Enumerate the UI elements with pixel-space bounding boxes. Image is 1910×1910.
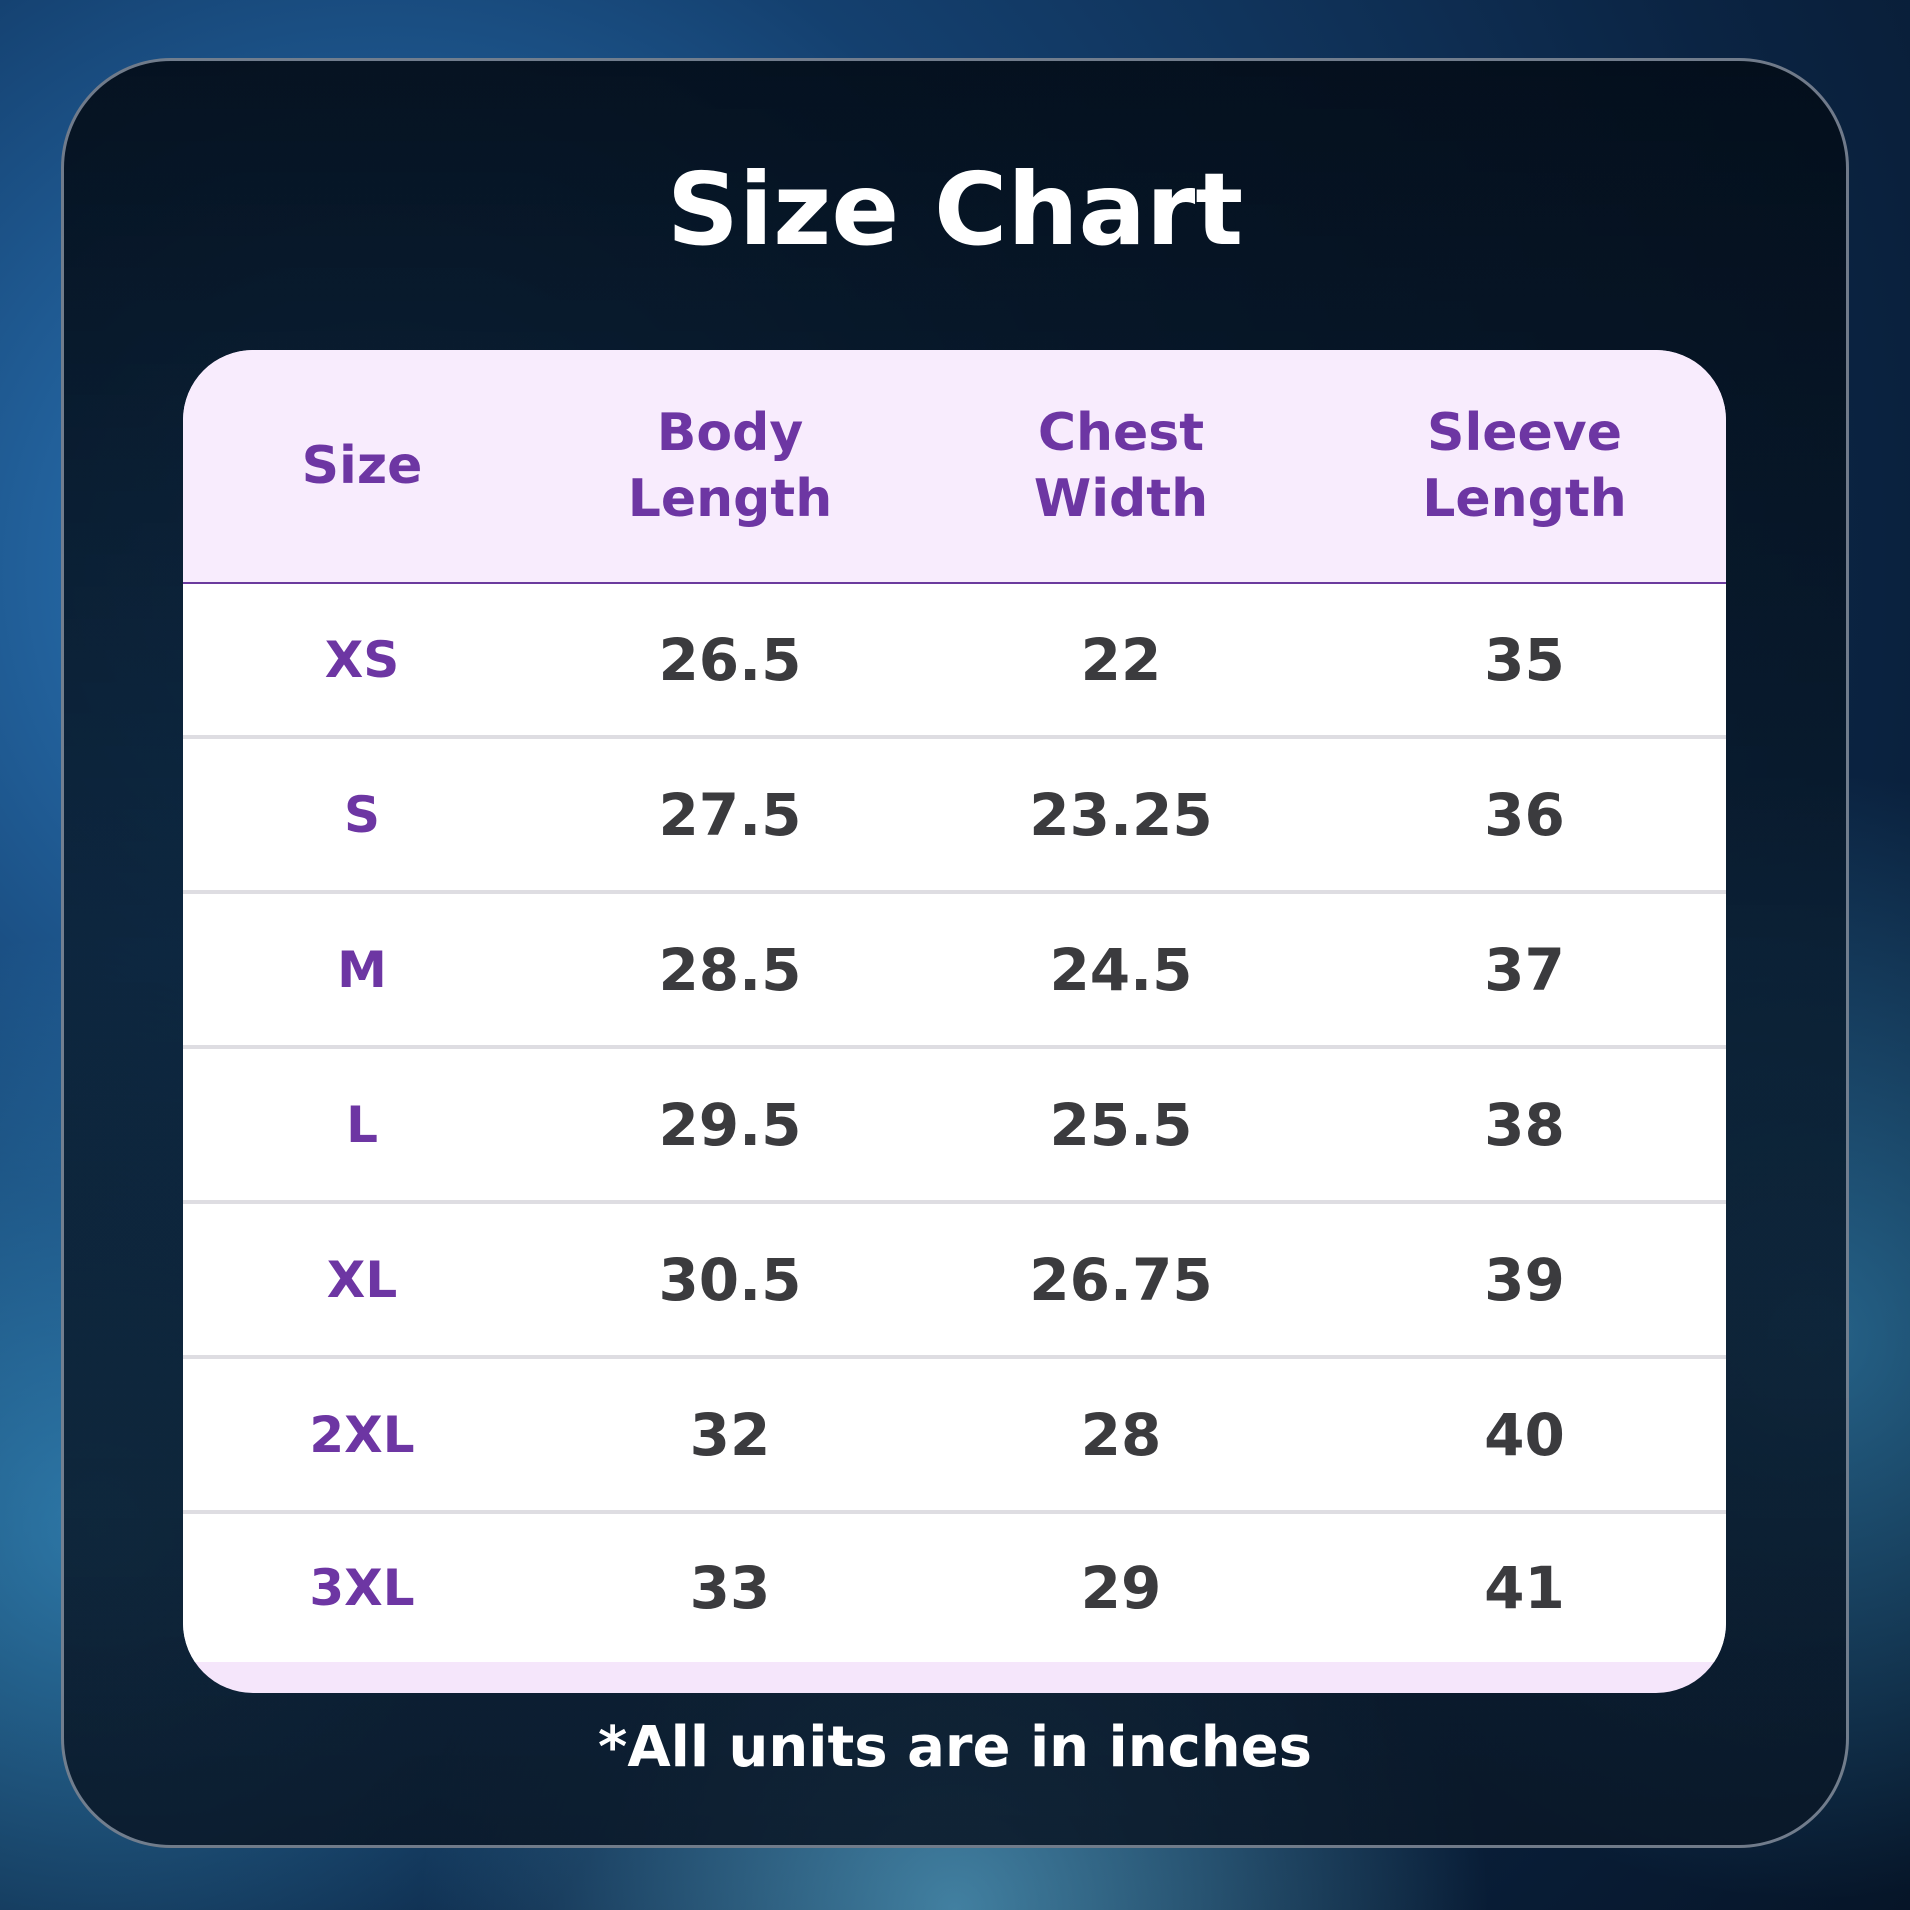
measurement: 26.75 bbox=[1029, 1245, 1213, 1314]
size-label: 2XL bbox=[309, 1405, 415, 1464]
measurement: 37 bbox=[1484, 935, 1565, 1004]
measurement: 39 bbox=[1484, 1245, 1565, 1314]
table-row: S 27.5 23.25 36 bbox=[183, 739, 1726, 894]
size-label: S bbox=[343, 785, 380, 844]
title: Size Chart bbox=[666, 151, 1244, 268]
table-header: Size Body Length Chest Width Sleeve Length bbox=[183, 350, 1726, 584]
table-body: XS 26.5 22 35 S 27.5 23.25 36 M 28.5 24.5 37 L 29.5 25… bbox=[183, 584, 1726, 1662]
measurement: 23.25 bbox=[1029, 780, 1213, 849]
measurement: 33 bbox=[689, 1554, 771, 1622]
table-row: 3XL 33 29 41 bbox=[183, 1514, 1726, 1662]
measurement: 22 bbox=[1080, 625, 1162, 694]
measurement: 38 bbox=[1484, 1090, 1565, 1159]
size-label: 3XL bbox=[309, 1559, 415, 1617]
measurement: 26.5 bbox=[658, 625, 802, 694]
column-header: Chest Width bbox=[1033, 403, 1209, 529]
table-row: XS 26.5 22 35 bbox=[183, 584, 1726, 739]
measurement: 35 bbox=[1484, 625, 1565, 694]
measurement: 29 bbox=[1080, 1554, 1162, 1622]
size-label: XL bbox=[326, 1250, 398, 1309]
measurement: 36 bbox=[1484, 780, 1565, 849]
measurement: 32 bbox=[689, 1400, 771, 1469]
measurement: 30.5 bbox=[658, 1245, 802, 1314]
measurement: 25.5 bbox=[1049, 1090, 1193, 1159]
measurement: 24.5 bbox=[1049, 935, 1193, 1004]
measurement: 28.5 bbox=[658, 935, 802, 1004]
column-header: Sleeve Length bbox=[1422, 403, 1627, 529]
size-label: M bbox=[337, 940, 387, 999]
table-row: 2XL 32 28 40 bbox=[183, 1359, 1726, 1514]
size-label: XS bbox=[324, 630, 400, 689]
measurement: 40 bbox=[1484, 1400, 1565, 1469]
size-table: Size Body Length Chest Width Sleeve Length … bbox=[183, 350, 1726, 1693]
size-label: L bbox=[346, 1095, 378, 1154]
table-row: M 28.5 24.5 37 bbox=[183, 894, 1726, 1049]
measurement: 29.5 bbox=[658, 1090, 802, 1159]
measurement: 27.5 bbox=[658, 780, 802, 849]
column-header: Body Length bbox=[627, 403, 833, 529]
table-row: XL 30.5 26.75 39 bbox=[183, 1204, 1726, 1359]
column-header: Size bbox=[301, 436, 423, 496]
table-row: L 29.5 25.5 38 bbox=[183, 1049, 1726, 1204]
footnote: *All units are in inches bbox=[598, 1715, 1312, 1780]
measurement: 41 bbox=[1484, 1554, 1565, 1622]
measurement: 28 bbox=[1080, 1400, 1162, 1469]
